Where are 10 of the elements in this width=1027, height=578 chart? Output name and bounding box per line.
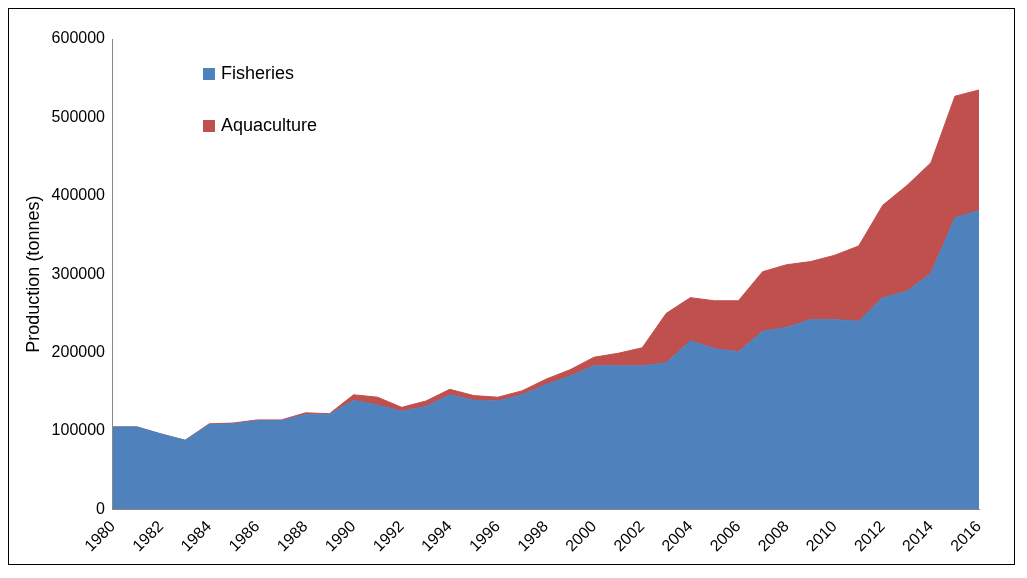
y-tick-label: 300000: [51, 264, 106, 282]
y-tick-label: 600000: [51, 29, 106, 47]
y-tick-label: 200000: [51, 342, 106, 360]
y-axis-title: Production (tonnes): [22, 195, 43, 353]
y-tick-label: 400000: [51, 186, 106, 204]
y-tick-label: 0: [96, 499, 106, 517]
y-tick-label: 100000: [51, 421, 106, 439]
legend-label: Fisheries: [220, 62, 295, 83]
y-tick-label: 500000: [51, 107, 106, 125]
legend-label: Aquaculture: [220, 114, 318, 135]
